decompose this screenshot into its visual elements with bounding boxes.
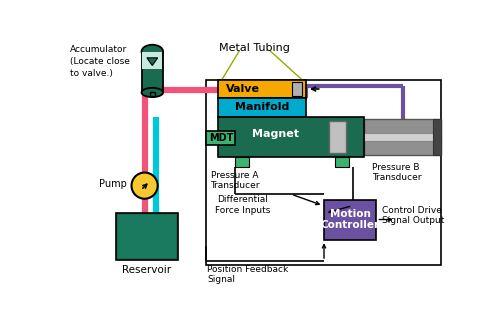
Bar — [206, 131, 236, 145]
Text: Motion
Controller: Motion Controller — [320, 209, 380, 230]
Text: Position Feedback
Signal: Position Feedback Signal — [207, 265, 288, 284]
Text: Reservoir: Reservoir — [122, 265, 172, 275]
Ellipse shape — [142, 88, 163, 97]
Text: Metal Tubing: Metal Tubing — [220, 43, 290, 53]
Text: Control Drive
Signal Output: Control Drive Signal Output — [382, 206, 444, 225]
Bar — [206, 80, 441, 265]
Bar — [434, 119, 441, 155]
Polygon shape — [147, 58, 158, 66]
Bar — [218, 98, 306, 117]
Bar — [116, 213, 178, 260]
Text: Pressure B
Transducer: Pressure B Transducer — [372, 163, 421, 182]
Bar — [150, 93, 154, 96]
Bar — [330, 121, 346, 153]
Text: Pump: Pump — [99, 179, 127, 189]
Text: Differential
Force Inputs: Differential Force Inputs — [214, 195, 270, 215]
Text: Magnet: Magnet — [252, 129, 299, 139]
Bar — [218, 80, 306, 98]
Bar — [218, 117, 364, 157]
Bar — [324, 199, 376, 239]
Ellipse shape — [142, 45, 163, 59]
Bar — [335, 157, 348, 167]
Text: Manifold: Manifold — [235, 102, 289, 112]
Bar — [292, 83, 302, 95]
Bar — [142, 52, 163, 69]
Text: Pressure A
Transducer: Pressure A Transducer — [210, 171, 260, 190]
Text: Accumulator
(Locate close
to valve.): Accumulator (Locate close to valve.) — [70, 45, 130, 78]
Bar — [234, 157, 248, 167]
Text: Valve: Valve — [226, 84, 260, 94]
Circle shape — [132, 173, 158, 199]
Bar — [142, 52, 163, 93]
Bar — [364, 133, 441, 141]
Bar — [364, 119, 441, 155]
Text: MDT: MDT — [208, 133, 233, 143]
Bar — [118, 215, 176, 258]
